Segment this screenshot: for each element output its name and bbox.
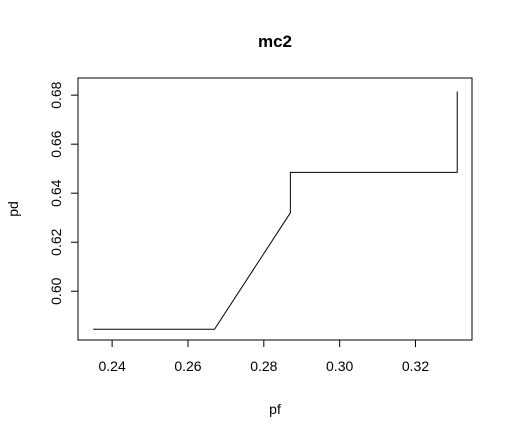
x-tick-label: 0.28: [250, 358, 277, 374]
y-tick-label: 0.64: [48, 179, 64, 206]
x-tick-label: 0.26: [174, 358, 201, 374]
y-axis: 0.60 0.62 0.64 0.66 0.68: [48, 81, 79, 305]
x-tick-label: 0.24: [99, 358, 126, 374]
y-tick-label: 0.66: [48, 130, 64, 157]
series-line: [93, 91, 458, 330]
y-tick-label: 0.60: [48, 277, 64, 304]
y-tick-label: 0.62: [48, 228, 64, 255]
chart-title: mc2: [258, 32, 292, 51]
x-tick-label: 0.32: [402, 358, 429, 374]
x-axis-label: pf: [269, 401, 281, 417]
series-layer: [93, 91, 458, 330]
y-axis-label: pd: [5, 201, 21, 217]
plot-frame: [77, 77, 473, 341]
x-tick-label: 0.30: [326, 358, 353, 374]
y-tick-label: 0.68: [48, 81, 64, 108]
x-axis: 0.24 0.26 0.28 0.30 0.32: [99, 339, 429, 374]
